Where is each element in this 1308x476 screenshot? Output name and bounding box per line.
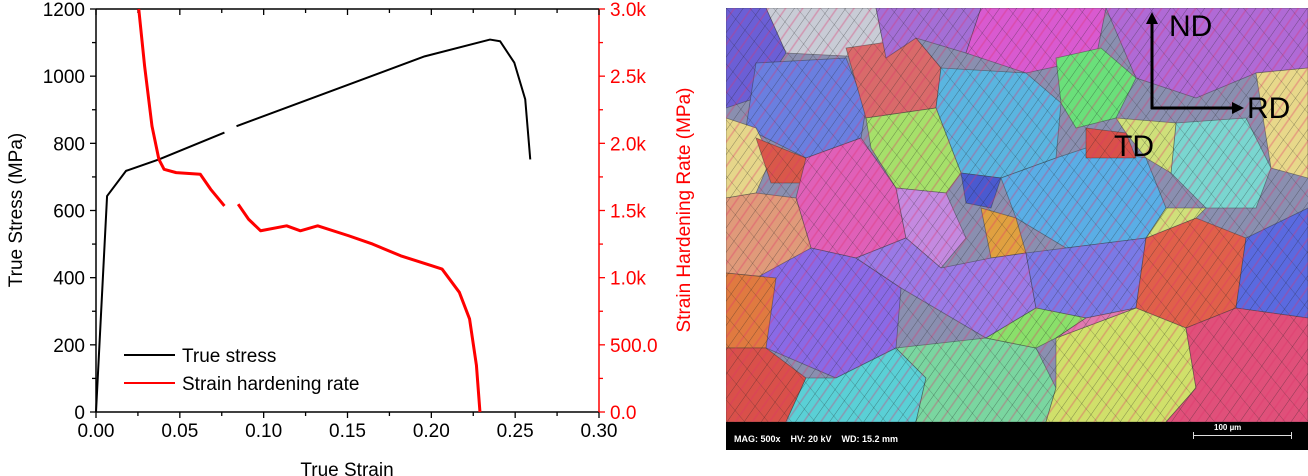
legend-label: True stress [182,346,276,367]
direction-axes-icon [1146,12,1244,114]
y-tick-label: 1200 [43,0,85,21]
y2-tick-label: 2.5k [610,67,646,88]
y-axis-title: True Stress (MPa) [6,133,27,288]
y-tick-label: 400 [53,269,85,290]
td-label: TD [1114,130,1154,163]
scale-bar-label: 100 µm [1214,423,1242,432]
ebsd-micrograph: ND RD TD MAG: 500x HV: 20 kV WD: 15.2 mm… [725,7,1308,450]
y-tick-label: 600 [53,202,85,223]
series-line-true-stress [236,38,532,160]
y-tick-label: 200 [53,336,85,357]
x-tick-label: 0.10 [245,421,282,442]
y-tick-label: 0 [74,403,85,424]
y2-tick-label: 1.0k [610,269,646,290]
info-bar [726,422,1308,450]
y2-tick-label: 3.0k [610,0,646,21]
rd-label: RD [1247,92,1291,125]
info-bar-text: MAG: 500x HV: 20 kV WD: 15.2 mm [734,434,899,444]
y2-tick-label: 1.5k [610,202,646,223]
x-axis-title: True Strain [300,460,393,476]
series-line-strain-hardening-rate [137,8,226,207]
grain-map [725,7,1308,423]
x-tick-label: 0.30 [581,421,618,442]
y2-tick-label: 2.0k [610,134,646,155]
x-tick-label: 0.00 [78,421,115,442]
y2-axis-title: Strain Hardening Rate (MPa) [674,88,695,333]
y2-tick-label: 0.0 [610,403,636,424]
y2-tick-label: 500.0 [610,336,658,357]
x-tick-label: 0.20 [413,421,450,442]
legend-label: Strain hardening rate [182,374,359,395]
x-tick-label: 0.25 [497,421,534,442]
series-line-strain-hardening-rate [236,203,482,413]
y-tick-label: 800 [53,134,85,155]
scale-bar [1193,432,1292,439]
x-tick-label: 0.15 [329,421,366,442]
nd-label: ND [1169,10,1213,43]
y-tick-label: 1000 [43,67,85,88]
stress-strain-chart: 0.00 0.05 0.10 0.15 0.20 0.25 0.30 0 200 400 600 80… [6,0,695,476]
x-tick-label: 0.05 [161,421,198,442]
series-line-true-stress [95,131,225,413]
